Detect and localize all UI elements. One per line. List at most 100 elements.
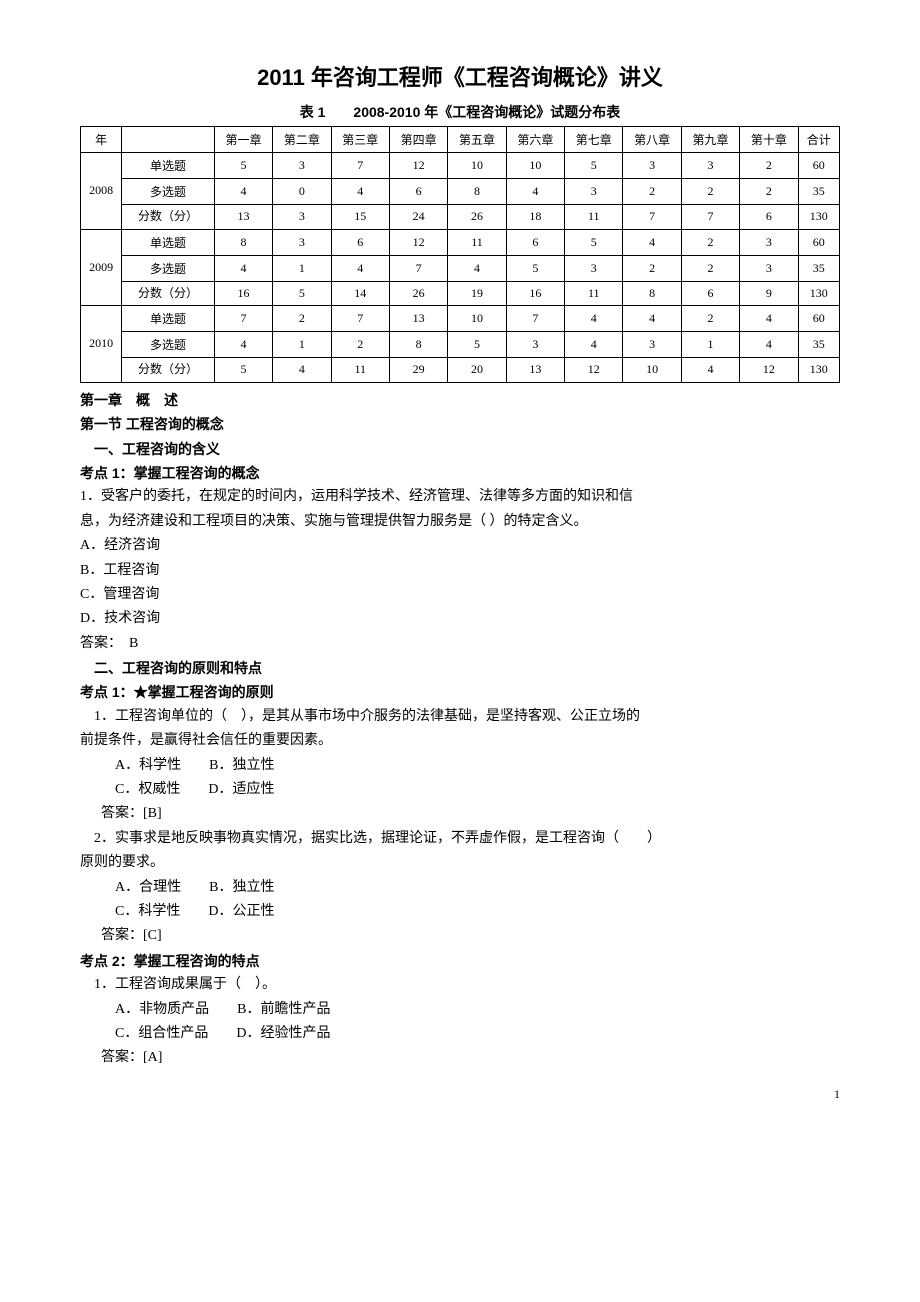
year-cell: 2008 xyxy=(81,153,122,230)
option-row: A．合理性 B．独立性 xyxy=(80,877,840,899)
table-header-cell: 第八章 xyxy=(623,127,681,153)
option-row: C．组合性产品 D．经验性产品 xyxy=(80,1023,840,1045)
table-header-cell: 第三章 xyxy=(331,127,389,153)
data-cell: 2 xyxy=(623,255,681,281)
data-cell: 8 xyxy=(623,281,681,306)
data-cell: 16 xyxy=(506,281,564,306)
year-cell: 2009 xyxy=(81,229,122,306)
data-cell: 16 xyxy=(214,281,272,306)
data-cell: 2 xyxy=(273,306,331,332)
row-label-cell: 分数（分） xyxy=(122,281,215,306)
data-cell: 35 xyxy=(798,179,839,205)
data-cell: 12 xyxy=(389,229,447,255)
data-cell: 10 xyxy=(448,306,506,332)
data-cell: 4 xyxy=(623,306,681,332)
data-cell: 5 xyxy=(506,255,564,281)
data-cell: 5 xyxy=(448,332,506,358)
data-cell: 10 xyxy=(448,153,506,179)
data-cell: 6 xyxy=(331,229,389,255)
option-row: C．科学性 D．公正性 xyxy=(80,901,840,923)
keypoint-heading: 考点 1：★掌握工程咨询的原则 xyxy=(80,681,840,703)
data-cell: 1 xyxy=(273,332,331,358)
data-cell: 3 xyxy=(623,332,681,358)
data-cell: 35 xyxy=(798,255,839,281)
data-cell: 7 xyxy=(331,306,389,332)
data-cell: 12 xyxy=(565,358,623,383)
row-label-cell: 单选题 xyxy=(122,153,215,179)
data-cell: 5 xyxy=(214,153,272,179)
data-cell: 18 xyxy=(506,205,564,230)
row-label-cell: 多选题 xyxy=(122,332,215,358)
data-cell: 4 xyxy=(740,306,798,332)
table-header-cell: 第一章 xyxy=(214,127,272,153)
data-cell: 4 xyxy=(331,179,389,205)
data-cell: 2 xyxy=(681,179,739,205)
data-cell: 8 xyxy=(214,229,272,255)
table-header-cell: 第七章 xyxy=(565,127,623,153)
data-cell: 3 xyxy=(740,255,798,281)
data-cell: 5 xyxy=(565,153,623,179)
table-header-cell: 第二章 xyxy=(273,127,331,153)
data-cell: 2 xyxy=(681,229,739,255)
data-cell: 7 xyxy=(214,306,272,332)
data-cell: 6 xyxy=(389,179,447,205)
data-cell: 7 xyxy=(681,205,739,230)
question-stem: 1．工程咨询单位的（ ），是其从事市场中介服务的法律基础，是坚持客观、公正立场的 xyxy=(80,706,840,728)
data-cell: 60 xyxy=(798,153,839,179)
answer: 答案：[A] xyxy=(80,1047,840,1069)
data-cell: 1 xyxy=(273,255,331,281)
distribution-table: 年第一章第二章第三章第四章第五章第六章第七章第八章第九章第十章合计2008单选题… xyxy=(80,126,840,383)
keypoint-heading: 考点 1：掌握工程咨询的概念 xyxy=(80,462,840,484)
data-cell: 4 xyxy=(623,229,681,255)
keypoint-heading: 考点 2：掌握工程咨询的特点 xyxy=(80,950,840,972)
data-cell: 4 xyxy=(565,306,623,332)
table-header-cell: 第九章 xyxy=(681,127,739,153)
option-row: C．权威性 D．适应性 xyxy=(80,779,840,801)
data-cell: 8 xyxy=(389,332,447,358)
data-cell: 5 xyxy=(214,358,272,383)
data-cell: 60 xyxy=(798,229,839,255)
data-cell: 10 xyxy=(506,153,564,179)
data-cell: 12 xyxy=(389,153,447,179)
data-cell: 6 xyxy=(506,229,564,255)
data-cell: 3 xyxy=(506,332,564,358)
data-cell: 4 xyxy=(506,179,564,205)
table-header-cell xyxy=(122,127,215,153)
data-cell: 4 xyxy=(681,358,739,383)
data-cell: 10 xyxy=(623,358,681,383)
row-label-cell: 分数（分） xyxy=(122,358,215,383)
year-cell: 2010 xyxy=(81,306,122,383)
data-cell: 130 xyxy=(798,205,839,230)
data-cell: 20 xyxy=(448,358,506,383)
data-cell: 130 xyxy=(798,358,839,383)
table-title: 表 1 2008-2010 年《工程咨询概论》试题分布表 xyxy=(80,102,840,122)
data-cell: 4 xyxy=(214,332,272,358)
option: D．技术咨询 xyxy=(80,608,840,630)
data-cell: 130 xyxy=(798,281,839,306)
row-label-cell: 多选题 xyxy=(122,255,215,281)
data-cell: 3 xyxy=(565,179,623,205)
section-heading: 第一节 工程咨询的概念 xyxy=(80,413,840,435)
chapter-heading: 第一章 概 述 xyxy=(80,389,840,411)
topic-heading: 一、工程咨询的含义 xyxy=(80,438,840,460)
option: B．工程咨询 xyxy=(80,560,840,582)
data-cell: 11 xyxy=(565,281,623,306)
table-header-cell: 第六章 xyxy=(506,127,564,153)
data-cell: 13 xyxy=(214,205,272,230)
row-label-cell: 分数（分） xyxy=(122,205,215,230)
data-cell: 3 xyxy=(623,153,681,179)
data-cell: 0 xyxy=(273,179,331,205)
page-title: 2011 年咨询工程师《工程咨询概论》讲义 xyxy=(80,60,840,92)
data-cell: 11 xyxy=(331,358,389,383)
data-cell: 4 xyxy=(214,255,272,281)
data-cell: 4 xyxy=(331,255,389,281)
question-stem: 前提条件，是赢得社会信任的重要因素。 xyxy=(80,730,840,752)
data-cell: 2 xyxy=(740,179,798,205)
data-cell: 11 xyxy=(448,229,506,255)
option: C．管理咨询 xyxy=(80,584,840,606)
data-cell: 2 xyxy=(623,179,681,205)
data-cell: 4 xyxy=(740,332,798,358)
data-cell: 13 xyxy=(389,306,447,332)
data-cell: 2 xyxy=(740,153,798,179)
data-cell: 7 xyxy=(623,205,681,230)
